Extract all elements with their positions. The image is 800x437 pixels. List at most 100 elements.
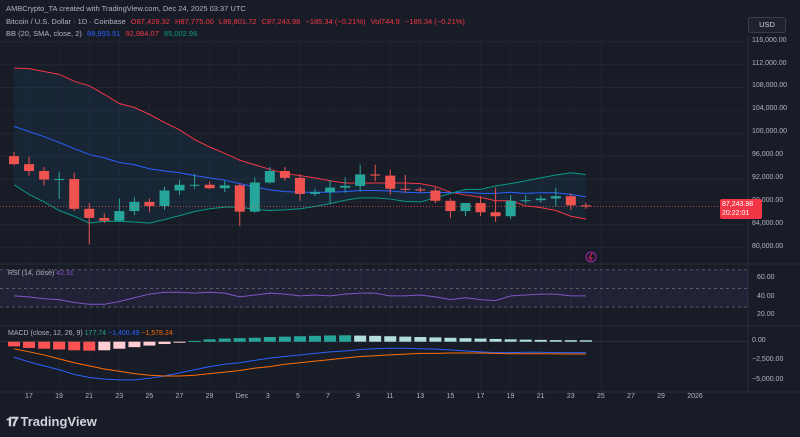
candle-body bbox=[325, 187, 336, 193]
macd-histogram-bar bbox=[38, 341, 51, 349]
macd-line-value: −1,400.49 bbox=[108, 330, 140, 337]
low-value: L86,801.72 bbox=[218, 17, 257, 26]
time-tick-label: 7 bbox=[326, 393, 330, 400]
macd-histogram-bar bbox=[309, 335, 321, 342]
rsi-legend[interactable]: RSI (14, close) 42.31 bbox=[8, 270, 74, 277]
time-tick-label: 17 bbox=[25, 393, 33, 400]
candle-body bbox=[249, 182, 260, 212]
close-value: C87,243.98 bbox=[261, 17, 301, 26]
candle-body bbox=[159, 190, 170, 206]
macd-histogram-bar bbox=[8, 341, 20, 347]
macd-histogram-bar bbox=[324, 335, 337, 342]
macd-histogram-bar bbox=[564, 340, 577, 342]
bb-lower-line bbox=[13, 172, 586, 224]
rsi-tick-label: 60.00 bbox=[757, 274, 775, 282]
bb-label: BB (20, SMA, close, 2) bbox=[6, 29, 82, 38]
rsi-tick-label: 20.00 bbox=[757, 311, 775, 319]
macd-histogram-bar bbox=[339, 335, 352, 342]
lightning-icon bbox=[585, 251, 597, 263]
symbol-legend[interactable]: Bitcoin / U.S. Dollar · 1D · Coinbase O8… bbox=[6, 17, 468, 26]
macd-histogram-bar bbox=[504, 339, 517, 342]
price-tick-label: 80,000.00 bbox=[752, 242, 784, 250]
macd-histogram-bar bbox=[278, 336, 291, 342]
rsi-tick-label: 40.00 bbox=[757, 292, 775, 300]
candle-body bbox=[114, 211, 125, 221]
last-price-value: 87,243.98 bbox=[722, 201, 754, 208]
volume-change-value: −185.34 (−0.21%) bbox=[404, 17, 465, 26]
candle-body bbox=[84, 208, 95, 218]
time-tick-label: 27 bbox=[175, 393, 184, 400]
macd-histogram-bar bbox=[399, 336, 412, 342]
macd-histogram-bar bbox=[218, 338, 231, 342]
time-tick-label: 2026 bbox=[687, 393, 703, 400]
macd-tick-label: −5,000.00 bbox=[752, 375, 784, 383]
symbol-name[interactable]: Bitcoin / U.S. Dollar · 1D · Coinbase bbox=[6, 17, 126, 26]
candle-body bbox=[264, 171, 275, 183]
candle-body bbox=[99, 217, 110, 221]
price-tick-label: 100,000.00 bbox=[752, 128, 788, 136]
time-tick-label: 5 bbox=[295, 393, 300, 400]
time-tick-label: 13 bbox=[416, 393, 425, 400]
time-tick-label: 17 bbox=[476, 393, 485, 400]
price-tick-label: 96,000.00 bbox=[752, 151, 784, 159]
bb-legend[interactable]: BB (20, SMA, close, 2) 88,993.51 92,984.… bbox=[6, 29, 200, 38]
time-tick-label: 25 bbox=[596, 393, 605, 400]
candle-body bbox=[385, 175, 396, 189]
candle-body bbox=[189, 184, 200, 186]
open-value: O87,429.32 bbox=[130, 17, 170, 26]
time-tick-label: 11 bbox=[386, 393, 394, 400]
rsi-value: 42.31 bbox=[56, 270, 74, 277]
macd-histogram-bar bbox=[68, 341, 81, 351]
candle-body bbox=[430, 190, 441, 201]
price-tick-label: 92,000.00 bbox=[752, 174, 784, 182]
created-by-caption: AMBCrypto_TA created with TradingView.co… bbox=[6, 4, 246, 13]
rsi-line bbox=[13, 291, 586, 305]
macd-signal-line bbox=[13, 348, 586, 377]
candle-body bbox=[535, 198, 546, 201]
time-tick-label: Dec bbox=[235, 393, 249, 400]
candle-body bbox=[505, 200, 516, 217]
high-value: H87,775.00 bbox=[175, 17, 214, 26]
candle-body bbox=[310, 192, 320, 194]
bb-upper-value: 92,984.07 bbox=[125, 29, 159, 38]
macd-histogram-bar bbox=[233, 338, 246, 342]
candle-body bbox=[9, 156, 19, 165]
time-tick-label: 15 bbox=[446, 393, 455, 400]
macd-histogram-bar bbox=[519, 339, 532, 342]
macd-histogram-bar bbox=[384, 336, 397, 342]
macd-label: MACD (close, 12, 26, 9) bbox=[8, 330, 83, 337]
candle-body bbox=[550, 196, 561, 199]
macd-histogram-bar bbox=[173, 341, 186, 343]
candle-body bbox=[279, 171, 290, 178]
tradingview-logo-icon: 𝟏𝟕 bbox=[6, 414, 19, 429]
macd-tick-label: −2,500.00 bbox=[752, 356, 784, 364]
time-tick-label: 23 bbox=[115, 393, 124, 400]
candle-body bbox=[219, 185, 230, 189]
candle-body bbox=[475, 203, 486, 213]
tradingview-logo[interactable]: 𝟏𝟕 TradingView bbox=[6, 414, 97, 430]
macd-tick-label: 0.00 bbox=[752, 336, 766, 344]
macd-histogram-bar bbox=[549, 340, 562, 342]
time-tick-label: 21 bbox=[536, 393, 545, 400]
candle-body bbox=[460, 203, 471, 212]
candle-body bbox=[54, 179, 65, 181]
time-tick-label: 3 bbox=[265, 393, 270, 400]
macd-legend[interactable]: MACD (close, 12, 26, 9) 177.74 −1,400.49… bbox=[8, 330, 173, 337]
candle-body bbox=[69, 179, 80, 209]
macd-histogram-bar bbox=[414, 337, 427, 342]
candle-body bbox=[580, 205, 591, 207]
change-value: −185.34 (−0.21%) bbox=[305, 17, 366, 26]
candle-body bbox=[294, 177, 305, 194]
currency-button[interactable]: USD bbox=[748, 17, 786, 33]
macd-histogram-bar bbox=[53, 341, 66, 350]
price-tick-label: 108,000.00 bbox=[752, 82, 788, 90]
candle-body bbox=[400, 188, 411, 190]
candle-body bbox=[340, 185, 351, 188]
candle-body bbox=[355, 174, 366, 186]
brand-name: TradingView bbox=[20, 414, 97, 429]
macd-histogram-bar bbox=[263, 337, 276, 342]
macd-histogram-bar bbox=[474, 338, 487, 342]
time-tick-label: 27 bbox=[627, 393, 635, 400]
lightning-icon-bolt bbox=[588, 252, 593, 262]
